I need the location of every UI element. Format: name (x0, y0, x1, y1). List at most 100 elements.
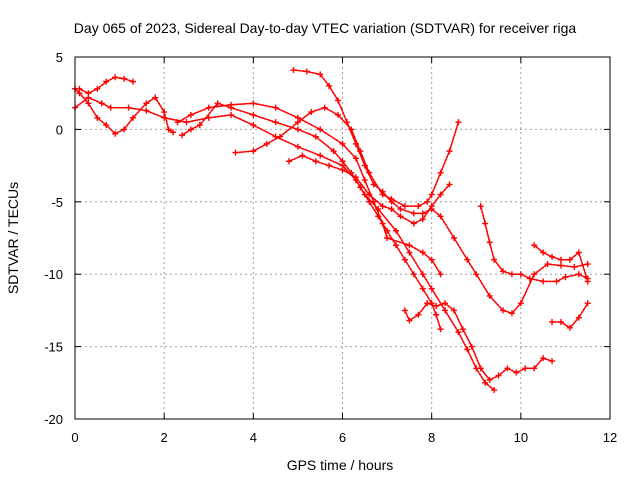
data-point-marker (250, 122, 257, 129)
data-point-marker (566, 256, 573, 263)
series-trace-markers (292, 69, 589, 315)
data-point-marker (428, 285, 435, 292)
data-point-marker (433, 311, 440, 318)
data-point-marker (352, 155, 359, 162)
data-point-marker (85, 90, 92, 97)
data-point-marker (571, 263, 578, 270)
x-tick-label: 6 (339, 430, 346, 445)
data-point-marker (107, 104, 114, 111)
data-point-marker (450, 307, 457, 314)
data-point-marker (196, 122, 203, 129)
data-point-marker (179, 132, 185, 139)
data-point-marker (464, 346, 471, 353)
data-point-marker (379, 188, 386, 195)
y-tick-label: -15 (44, 340, 63, 355)
data-point-marker (406, 317, 413, 324)
data-point-marker (442, 307, 449, 314)
data-point-marker (562, 274, 569, 281)
data-point-marker (401, 203, 408, 210)
data-point-marker (575, 314, 582, 321)
data-point-marker (473, 271, 480, 278)
data-point-marker (500, 307, 506, 314)
data-point-marker (317, 152, 324, 159)
data-series (290, 67, 591, 317)
data-point-marker (486, 239, 493, 246)
series-trace-markers (234, 106, 460, 207)
data-point-marker (312, 133, 319, 140)
data-point-marker (455, 329, 462, 336)
data-point-marker (228, 111, 235, 118)
x-tick-label: 4 (250, 430, 257, 445)
data-point-marker (459, 326, 466, 333)
data-point-marker (553, 278, 560, 285)
x-axis-label: GPS time / hours (287, 457, 394, 473)
data-point-marker (584, 261, 591, 268)
data-point-marker (286, 158, 292, 165)
data-point-marker (339, 166, 346, 173)
data-point-marker (294, 143, 301, 150)
series-layer (72, 67, 591, 394)
data-point-marker (366, 198, 373, 205)
data-point-marker (170, 129, 177, 136)
data-point-marker (76, 85, 83, 92)
data-point-marker (312, 158, 319, 165)
data-point-marker (335, 97, 342, 104)
data-point-marker (94, 114, 101, 121)
data-point-marker (450, 235, 457, 241)
data-point-marker (98, 100, 105, 107)
data-point-marker (495, 372, 502, 379)
series-trace-markers (176, 102, 442, 276)
data-point-marker (513, 369, 520, 376)
data-point-marker (477, 203, 484, 210)
data-point-marker (477, 365, 484, 372)
data-point-marker (228, 104, 235, 111)
data-point-marker (214, 100, 221, 107)
data-point-marker (424, 198, 431, 205)
data-point-marker (531, 242, 538, 249)
data-point-marker (294, 126, 301, 133)
data-point-marker (388, 206, 395, 213)
data-point-marker (446, 181, 453, 188)
data-point-marker (352, 140, 359, 147)
data-point-marker (437, 169, 444, 176)
x-tick-label: 0 (71, 430, 78, 445)
data-point-marker (437, 191, 444, 198)
data-point-marker (339, 158, 346, 165)
data-point-marker (352, 174, 359, 181)
data-point-marker (143, 100, 150, 107)
series-trace-markers (73, 96, 496, 392)
data-point-marker (384, 227, 391, 234)
data-point-marker (508, 310, 515, 317)
data-point-marker (129, 114, 136, 121)
x-tick-label: 2 (161, 430, 168, 445)
data-point-marker (321, 104, 328, 111)
data-point-marker (415, 311, 422, 318)
data-point-marker (370, 181, 377, 188)
data-point-marker (343, 119, 350, 126)
data-point-marker (183, 119, 190, 126)
data-point-marker (584, 278, 591, 285)
data-point-marker (437, 213, 444, 220)
data-point-marker (277, 133, 284, 140)
data-point-marker (401, 307, 408, 314)
data-point-marker (121, 126, 128, 133)
data-point-marker (531, 365, 538, 372)
data-point-marker (299, 152, 306, 159)
data-point-marker (330, 148, 337, 155)
data-point-marker (232, 149, 239, 156)
data-point-marker (557, 262, 564, 269)
data-point-marker (540, 249, 547, 256)
data-point-marker (549, 358, 556, 365)
data-point-marker (437, 326, 444, 333)
data-point-marker (446, 148, 453, 155)
data-point-marker (152, 94, 159, 101)
data-point-marker (410, 210, 417, 217)
data-series (531, 242, 591, 285)
data-series (76, 74, 136, 97)
data-point-marker (491, 387, 498, 394)
data-point-marker (424, 300, 431, 307)
data-point-marker (361, 162, 368, 169)
series-trace-markers (551, 302, 589, 329)
data-point-marker (428, 256, 435, 263)
